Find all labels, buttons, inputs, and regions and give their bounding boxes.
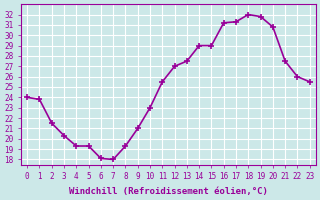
X-axis label: Windchill (Refroidissement éolien,°C): Windchill (Refroidissement éolien,°C) — [69, 187, 268, 196]
